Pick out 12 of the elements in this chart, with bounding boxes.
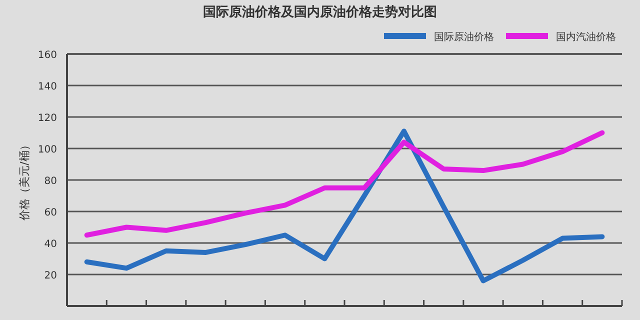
y-tick-label: 120 bbox=[38, 113, 57, 124]
y-tick-label: 60 bbox=[44, 208, 57, 218]
y-tick-label: 80 bbox=[44, 176, 57, 187]
chart-title: 国际原油价格及国内原油价格走势对比图 bbox=[203, 4, 437, 20]
y-tick-label: 160 bbox=[38, 50, 57, 61]
y-tick-label: 20 bbox=[44, 270, 57, 282]
legend-label: 国际原油价格 bbox=[434, 31, 494, 43]
y-tick-label: 100 bbox=[38, 144, 57, 156]
y-axis-title: 价格（美元/桶） bbox=[18, 140, 31, 222]
y-tick-label: 40 bbox=[44, 239, 57, 250]
legend-label: 国内汽油价格 bbox=[556, 31, 616, 43]
y-tick-label: 140 bbox=[38, 82, 57, 92]
